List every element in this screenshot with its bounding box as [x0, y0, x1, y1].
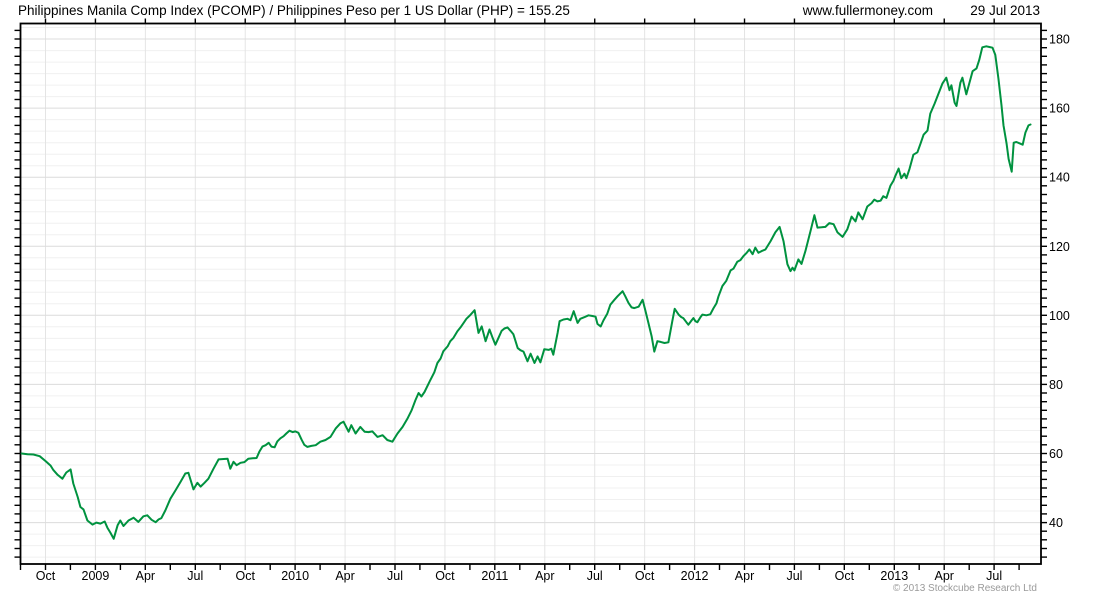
y-tick-label: 40 — [1049, 516, 1063, 530]
x-tick-label: Apr — [535, 569, 554, 583]
grid-major-horizontal — [20, 38, 1041, 524]
x-tick-label: Jul — [587, 569, 603, 583]
grid-minor-horizontal — [20, 27, 1041, 558]
x-tick-label: Oct — [235, 569, 255, 583]
x-tick-label: Oct — [635, 569, 655, 583]
x-tick-label: Jul — [986, 569, 1002, 583]
x-tick-label: 2011 — [481, 569, 508, 583]
chart-title: Philippines Manila Comp Index (PCOMP) / … — [18, 3, 570, 18]
x-tick-label: Oct — [435, 569, 455, 583]
x-tick-label: Oct — [835, 569, 855, 583]
y-tick-label: 80 — [1049, 378, 1063, 392]
y-axis-labels: 40 60 80 100 120 140 160 180 — [1049, 33, 1070, 531]
x-tick-label: Apr — [335, 569, 354, 583]
plot-border — [19, 22, 1042, 565]
chart-header: Philippines Manila Comp Index (PCOMP) / … — [0, 3, 1100, 23]
copyright-notice: © 2013 Stockcube Research Ltd — [892, 583, 1037, 594]
y-tick-label: 120 — [1049, 240, 1070, 254]
y-tick-label: 160 — [1049, 102, 1070, 116]
x-axis-labels: Oct 2009 Apr Jul Oct 2010 Apr Jul Oct 2011 Apr Jul O… — [36, 569, 1002, 583]
x-tick-label: 2012 — [681, 569, 709, 583]
x-tick-label: 2010 — [281, 569, 309, 583]
y-tick-label: 60 — [1049, 447, 1063, 461]
x-tick-label: Apr — [935, 569, 954, 583]
y-tick-label: 140 — [1049, 171, 1070, 185]
x-tick-label: Apr — [735, 569, 754, 583]
x-tick-label: Jul — [387, 569, 403, 583]
price-line-pcomp-php — [20, 45, 1032, 540]
x-tick-label: Apr — [136, 569, 155, 583]
y-tick-label: 180 — [1049, 33, 1070, 47]
x-tick-label: 2009 — [82, 569, 110, 583]
x-tick-label: Oct — [36, 569, 56, 583]
x-tick-label: 2013 — [880, 569, 908, 583]
source-website: www.fullermoney.com — [802, 3, 933, 18]
x-tick-label: Jul — [187, 569, 203, 583]
y-tick-label: 100 — [1049, 309, 1070, 323]
chart-date: 29 Jul 2013 — [970, 3, 1040, 18]
axis-ticks — [14, 18, 1047, 570]
x-tick-label: Jul — [786, 569, 802, 583]
grid-vertical — [45, 23, 995, 564]
